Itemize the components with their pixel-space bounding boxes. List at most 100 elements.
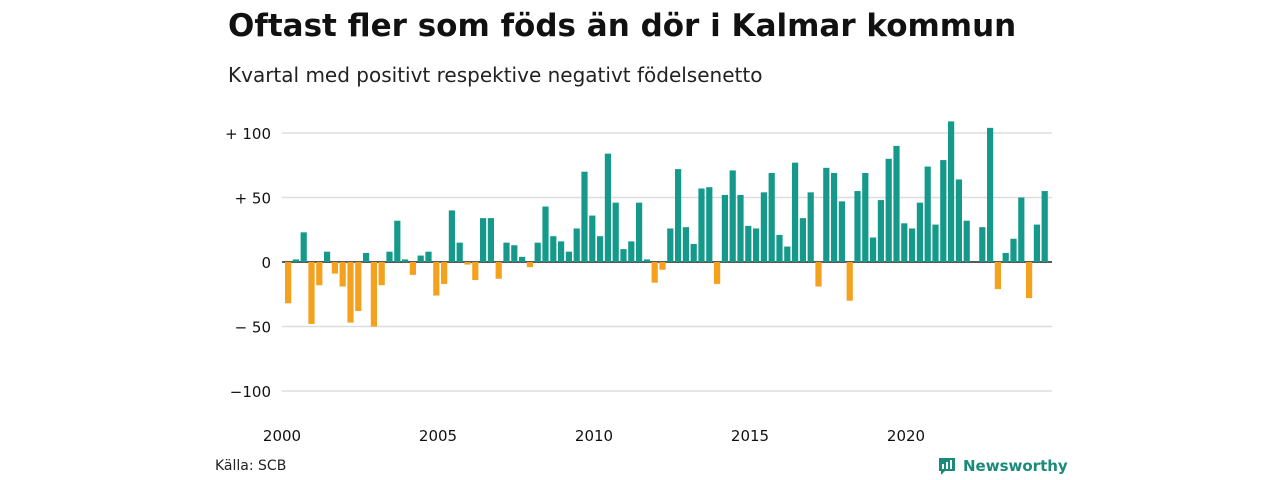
bar [417,255,424,262]
newsworthy-logo-icon [939,458,955,475]
bar [285,262,292,304]
x-tick-label: 2010 [575,427,613,445]
bar [636,202,643,262]
bar [480,218,487,262]
bar [1033,224,1040,262]
bar [807,192,814,262]
bar [604,153,611,262]
bar [877,200,884,262]
bar [760,192,767,262]
bar [924,166,931,262]
bar [456,242,463,262]
bar [597,236,604,262]
bar [472,262,479,281]
bar [628,241,635,262]
bar [370,262,377,327]
bar [901,223,908,262]
bar [425,251,432,262]
bar [909,228,916,262]
bar [589,215,596,262]
bar [838,201,845,262]
bar [690,243,697,262]
bar [659,262,666,270]
bar [737,194,744,262]
bar [487,218,494,262]
bar [916,202,923,262]
bar [409,262,416,275]
y-tick-label: − 50 [235,319,271,337]
bar [854,191,861,262]
bar [394,220,401,262]
bar [963,220,970,262]
bar [940,160,947,262]
bar [698,188,705,262]
bar [1010,238,1017,262]
bar [1002,252,1009,262]
chart-subtitle: Kvartal med positivt respektive negativt… [228,63,763,87]
bar [831,172,838,262]
bar [1026,262,1033,299]
bar [768,172,775,262]
bar [620,249,627,262]
bar [784,246,791,262]
bar [542,206,549,262]
bar [792,162,799,262]
bar [495,262,502,279]
bar [355,262,362,312]
bar [815,262,822,287]
bar [987,127,994,262]
bar [300,232,307,262]
x-tick-label: 2000 [263,427,301,445]
bar [316,262,323,286]
bar [1041,191,1048,262]
chart-title: Oftast fler som föds än dör i Kalmar kom… [228,8,1017,44]
bar [932,224,939,262]
bar [511,245,518,262]
bar [378,262,385,286]
brand-name: Newsworthy [963,457,1068,475]
bar [519,256,526,262]
bar [979,227,986,262]
bar [433,262,440,296]
bar [729,170,736,262]
bar [448,210,455,262]
bar [402,259,409,262]
bar [651,262,658,283]
y-tick-label: 0 [261,254,271,272]
bar [870,237,877,262]
bar [324,251,331,262]
bar [526,262,533,268]
bar [363,252,370,262]
bar [464,262,471,265]
bar [682,227,689,262]
y-tick-label: + 50 [235,190,271,208]
y-tick-label: −100 [230,383,271,401]
bar [1018,197,1025,262]
bar [331,262,338,274]
bar [292,259,299,262]
bar [573,228,580,262]
bar [643,259,650,262]
x-tick-label: 2005 [419,427,457,445]
bar [558,241,565,262]
bar-series [285,121,1048,327]
bar [721,194,728,262]
bar [862,172,869,262]
bar [714,262,721,284]
x-tick-label: 2020 [887,427,925,445]
bar [565,251,572,262]
bar [745,225,752,262]
bar [706,187,713,262]
bar [799,218,806,262]
bar [339,262,346,287]
bar [503,242,510,262]
bar [753,228,760,262]
y-tick-label: + 100 [225,125,271,143]
bar [675,169,682,262]
bar [581,171,588,262]
bar [534,242,541,262]
bar [846,262,853,301]
source-note: Källa: SCB [215,458,287,474]
brand-logo: Newsworthy [937,456,1068,476]
